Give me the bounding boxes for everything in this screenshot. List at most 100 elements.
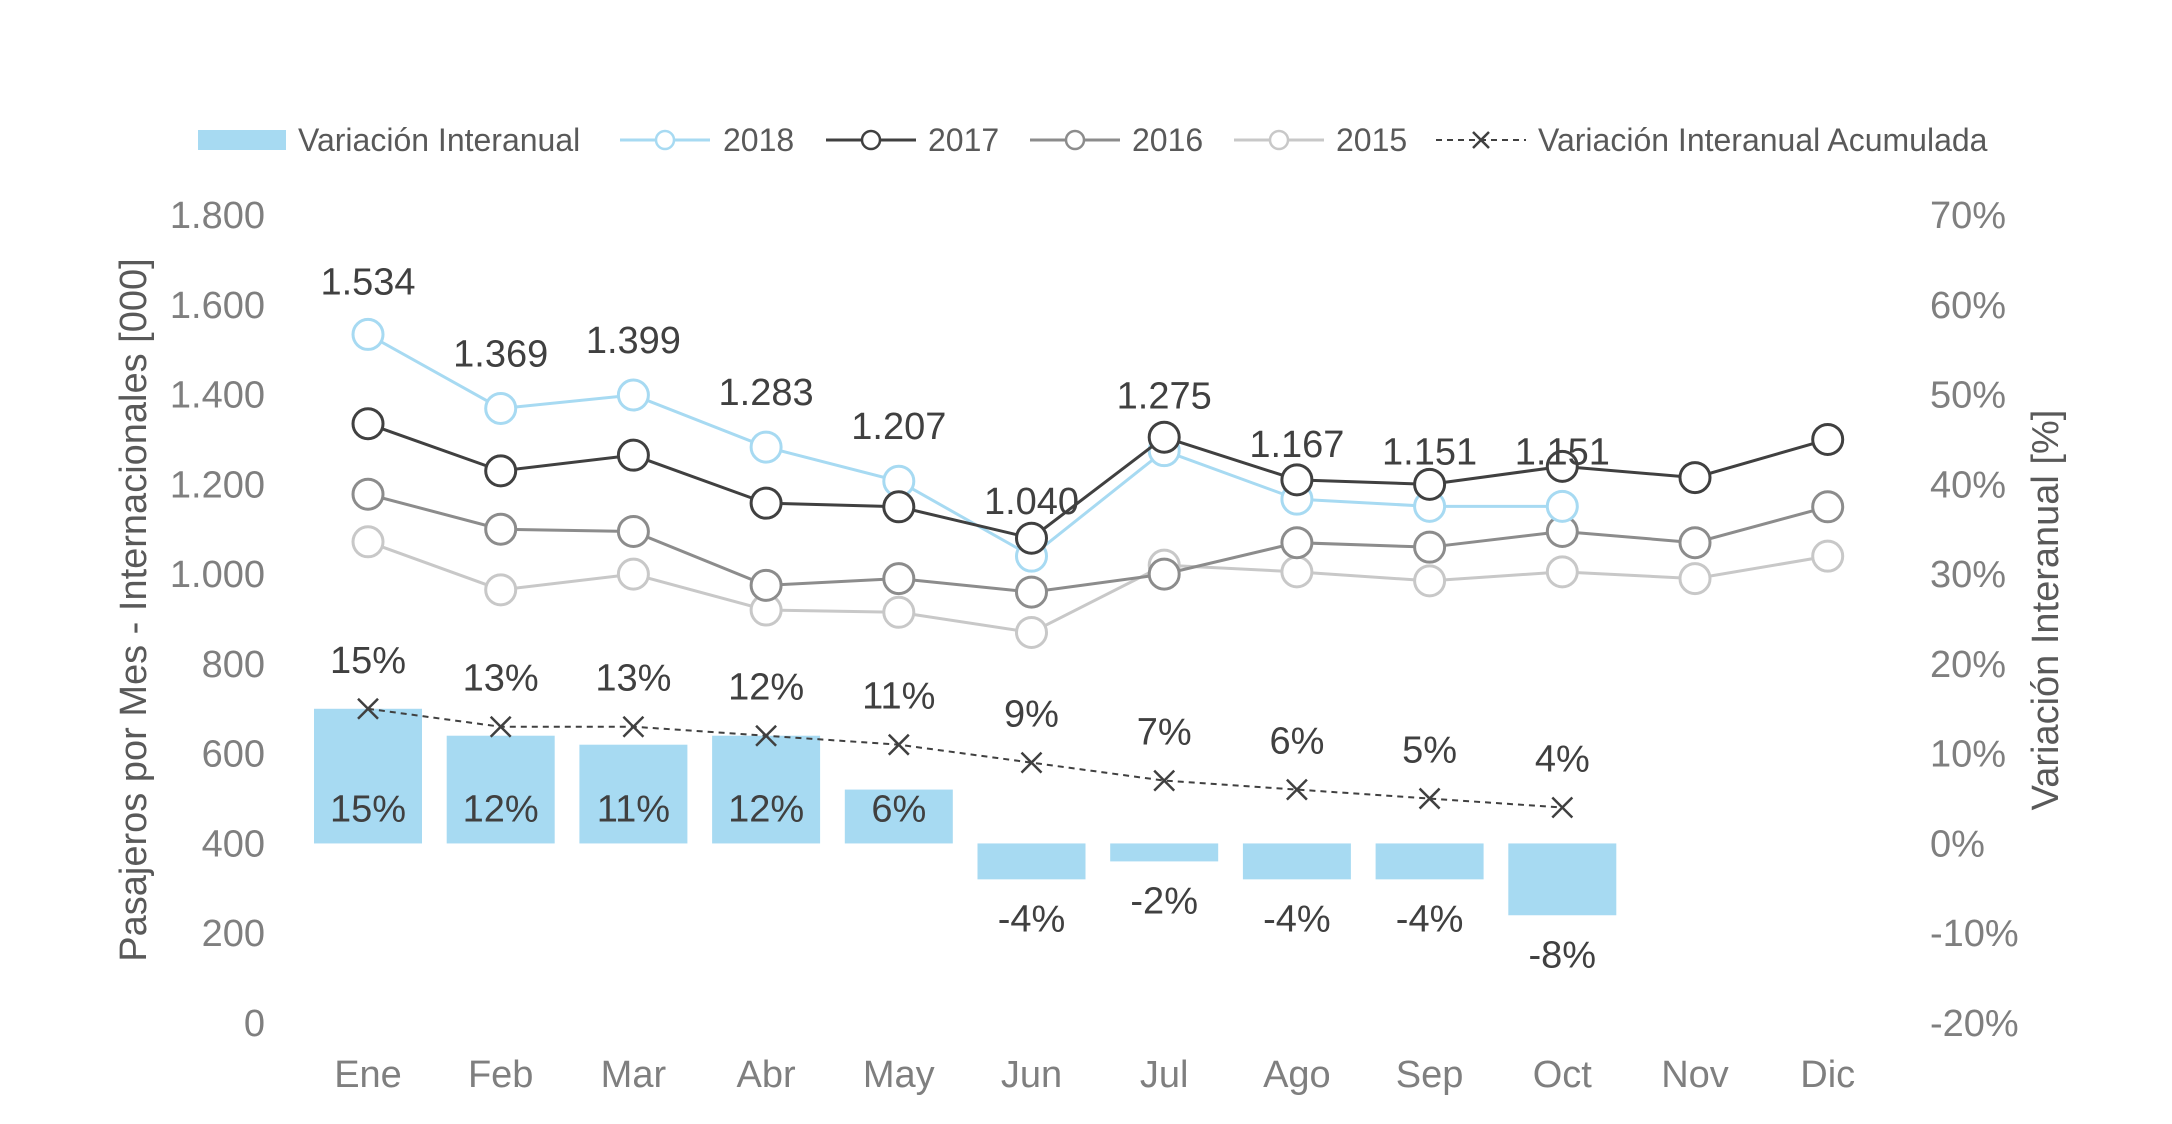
bar-data-label: 15% [330, 788, 406, 830]
cumulative-data-label: 13% [595, 658, 671, 700]
line-series [351, 317, 1845, 819]
circle-marker [1015, 521, 1048, 555]
bar-data-label: 12% [463, 788, 539, 830]
right-tick-label: 30% [1930, 554, 2006, 596]
circle-marker [616, 557, 650, 591]
circle-marker [1678, 461, 1712, 495]
circle-marker [484, 573, 518, 607]
cumulative-data-label: 4% [1535, 739, 1590, 781]
bar [314, 708, 422, 844]
left-axis-ticks: 0 200 400 600 800 1.000 1.200 1.400 1.600 1.800 [170, 195, 265, 1045]
bar-data-label: 6% [871, 788, 926, 830]
right-axis-ticks: -20% -10% 0% 10% 20% 30% 40% 50% 60% 70% [1930, 195, 2019, 1045]
legend: Variación Interanual 2018 2017 2016 2015 Vari… [198, 122, 1988, 158]
legend-swatch [198, 130, 286, 150]
line-data-label: 1.040 [984, 481, 1079, 523]
legend-marker [1064, 129, 1086, 151]
category-label: May [863, 1054, 935, 1096]
right-tick-label: 70% [1930, 195, 2006, 237]
left-tick-label: 200 [202, 913, 265, 955]
cumulative-data-label: 12% [728, 667, 804, 709]
category-label: Feb [468, 1054, 533, 1096]
circle-marker [1811, 539, 1845, 573]
line-data-label: 1.399 [586, 320, 681, 362]
circle-marker [749, 568, 783, 602]
circle-marker [1413, 530, 1447, 564]
circle-marker [1413, 467, 1447, 501]
line-data-label: 1.151 [1515, 431, 1610, 473]
line-data-label: 1.167 [1249, 424, 1344, 466]
right-tick-label: 20% [1930, 644, 2006, 686]
line-data-label: 1.283 [719, 372, 814, 414]
right-tick-label: 40% [1930, 464, 2006, 506]
left-tick-label: 1.600 [170, 285, 265, 327]
data-labels: 15% 12% 11% 12% 6% -4% -2% -4% -4% -8% 1.534 1.369 1… [320, 261, 1609, 976]
legend-label: 2017 [928, 122, 999, 158]
x-marker [1020, 751, 1043, 774]
bar [1508, 843, 1617, 916]
bar [1110, 843, 1219, 862]
circle-marker [882, 595, 916, 629]
circle-marker [616, 514, 650, 548]
series-line [367, 492, 1829, 594]
circle-marker [484, 391, 518, 425]
bar [579, 744, 688, 844]
left-tick-label: 400 [202, 823, 265, 865]
circle-marker [616, 438, 650, 472]
circle-marker [1280, 463, 1314, 497]
category-axis: Ene Feb Mar Abr May Jun Jul Ago Sep Oct Nov Dic [334, 1054, 1855, 1096]
legend-label: 2018 [723, 122, 794, 158]
x-marker [887, 733, 910, 756]
circle-marker [1280, 555, 1314, 589]
series-line [367, 540, 1828, 635]
circle-marker [484, 454, 518, 488]
cumulative-data-label: 6% [1269, 721, 1324, 763]
left-tick-label: 600 [202, 734, 265, 776]
x-marker [755, 724, 777, 747]
legend-label: Variación Interanual Acumulada [1538, 122, 1988, 158]
left-tick-label: 1.800 [170, 195, 265, 237]
line-data-label: 1.275 [1117, 376, 1212, 418]
circle-marker [351, 317, 385, 351]
category-label: Jun [1001, 1054, 1062, 1096]
cumulative-data-label: 9% [1004, 694, 1059, 736]
bar [446, 735, 555, 844]
cumulative-data-label: 15% [330, 640, 406, 682]
category-label: Oct [1533, 1054, 1593, 1096]
category-label: Ago [1263, 1054, 1331, 1096]
legend-label: Variación Interanual [298, 122, 580, 158]
bar [1375, 843, 1484, 880]
cumulative-data-label: 13% [463, 658, 539, 700]
bar-data-label: -4% [998, 898, 1066, 940]
right-tick-label: 10% [1930, 734, 2006, 776]
category-label: Dic [1800, 1054, 1855, 1096]
cumulative-data-label: 11% [862, 676, 935, 718]
legend-label: 2016 [1132, 122, 1203, 158]
line-data-label: 1.151 [1382, 431, 1477, 473]
right-tick-label: 50% [1930, 375, 2006, 417]
category-label: Ene [334, 1054, 402, 1096]
x-marker [1551, 796, 1574, 819]
bar-series [314, 708, 1617, 916]
circle-marker [1678, 562, 1712, 596]
circle-marker [1678, 526, 1712, 560]
category-label: Jul [1140, 1054, 1189, 1096]
bar-data-label: 11% [597, 788, 670, 830]
bar-data-label: -2% [1130, 880, 1198, 922]
right-tick-label: -20% [1930, 1003, 2019, 1045]
circle-marker [749, 430, 783, 464]
circle-marker [1545, 555, 1579, 589]
circle-marker [1545, 449, 1579, 483]
bar [977, 843, 1086, 880]
category-label: Mar [601, 1054, 667, 1096]
circle-marker [882, 490, 916, 524]
circle-marker [1413, 564, 1447, 598]
x-marker [622, 715, 645, 738]
series-line [367, 333, 1563, 558]
circle-marker [749, 486, 783, 520]
right-axis-title: Variación Interanual [%] [2025, 410, 2067, 811]
x-marker [1286, 778, 1308, 801]
circle-marker [1811, 422, 1845, 456]
circle-marker [1280, 526, 1314, 560]
